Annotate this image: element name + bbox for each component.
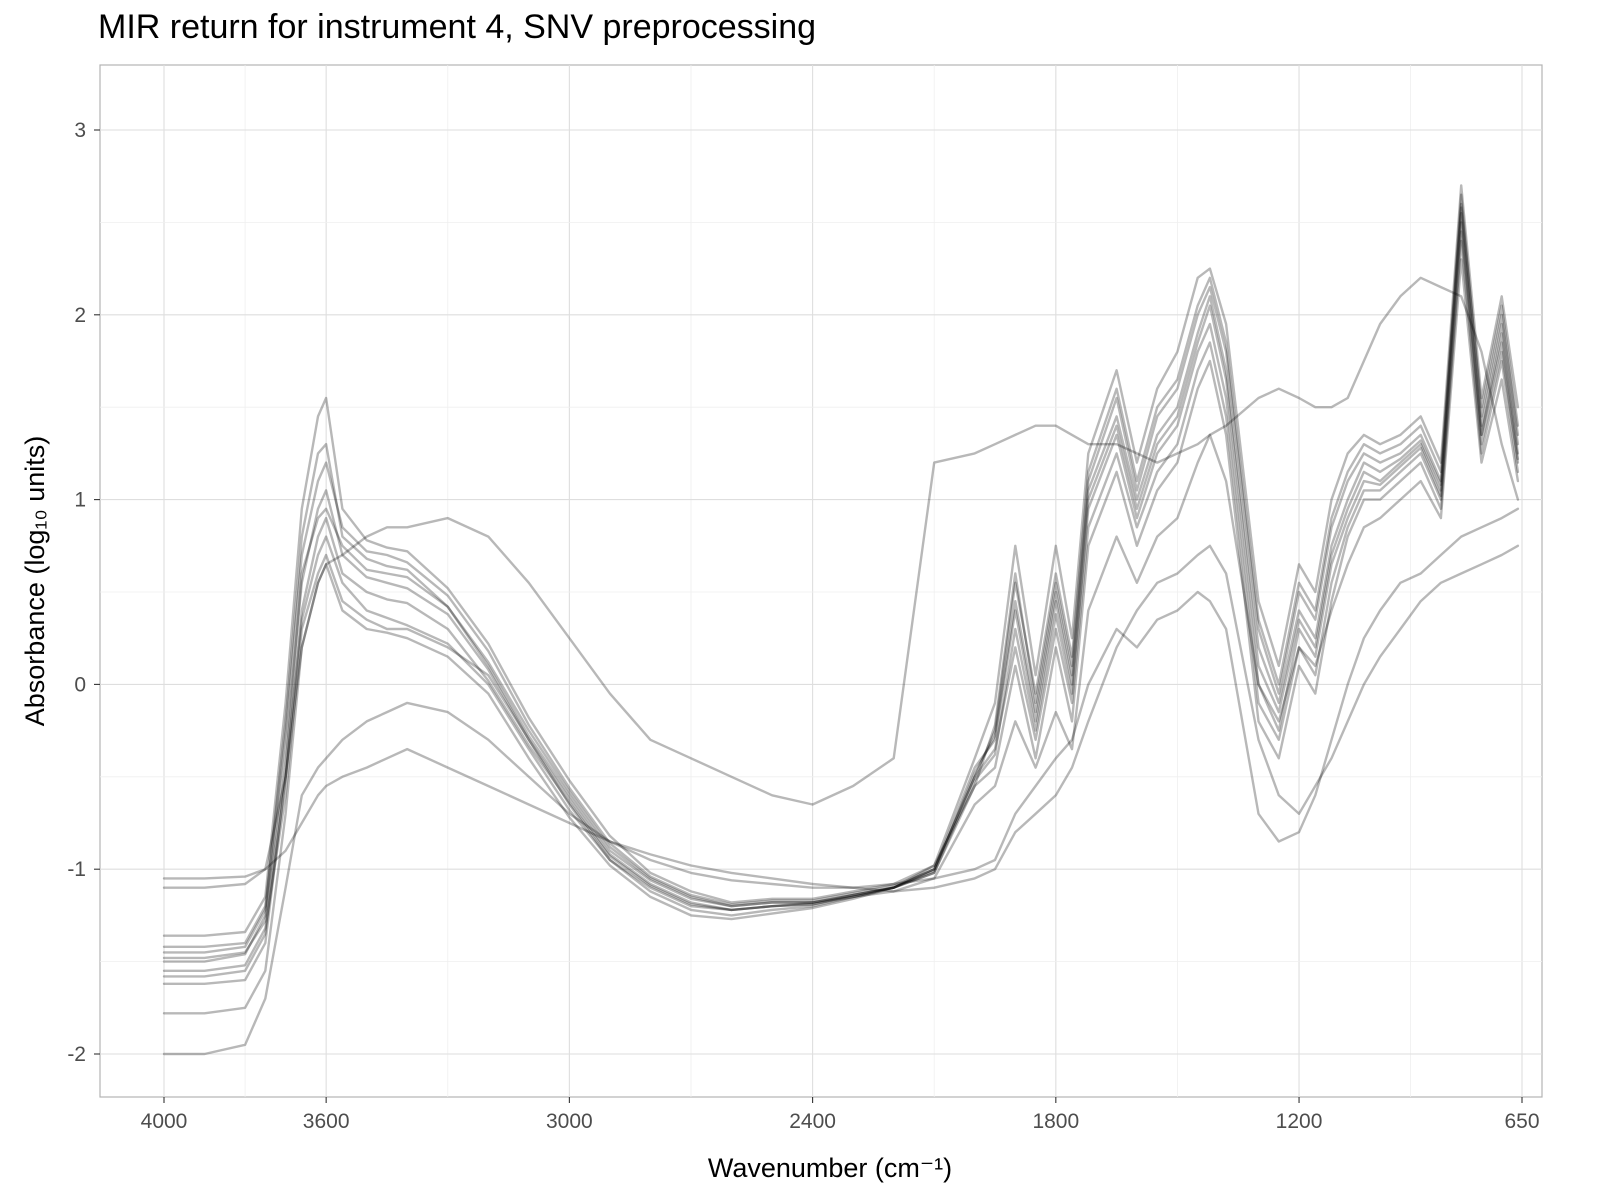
spectrum-line bbox=[162, 184, 1520, 937]
spectrum-line bbox=[162, 507, 1520, 1056]
x-tick-label: 3000 bbox=[546, 1110, 593, 1133]
spectrum-line bbox=[162, 206, 1520, 960]
spectrum-line bbox=[162, 239, 1520, 1015]
x-tick-label: 2400 bbox=[789, 1110, 836, 1133]
y-tick-label: 3 bbox=[74, 119, 86, 142]
x-axis-title: Wavenumber (cm⁻¹) bbox=[708, 1153, 952, 1183]
x-tick-label: 3600 bbox=[303, 1110, 350, 1133]
x-tick-label: 1800 bbox=[1032, 1110, 1079, 1133]
spectra-lines bbox=[162, 184, 1520, 1056]
spectrum-line bbox=[162, 230, 1520, 978]
axis-ticks: 4000 3600 3000 2400 1800 1200 650 -2 -1 0 1 2 3 bbox=[67, 119, 1539, 1133]
y-tick-label: -2 bbox=[67, 1043, 86, 1066]
y-tick-label: 1 bbox=[74, 489, 86, 512]
spectrum-line bbox=[162, 221, 1520, 985]
y-axis-title: Absorbance (log₁₀ units) bbox=[20, 436, 50, 726]
x-tick-label: 650 bbox=[1504, 1110, 1539, 1133]
x-tick-label: 4000 bbox=[141, 1110, 188, 1133]
spectrum-line bbox=[162, 211, 1520, 963]
spectrum-line bbox=[162, 258, 1520, 972]
x-tick-label: 1200 bbox=[1276, 1110, 1323, 1133]
y-tick-label: 2 bbox=[74, 304, 86, 327]
chart-title: MIR return for instrument 4, SNV preproc… bbox=[98, 8, 817, 46]
y-tick-label: -1 bbox=[67, 858, 86, 881]
plot-panel bbox=[99, 64, 1543, 1098]
spectrum-line bbox=[162, 544, 1520, 893]
y-tick-label: 0 bbox=[74, 673, 86, 696]
grid-lines bbox=[100, 65, 1542, 1097]
spectrum-line bbox=[162, 276, 1520, 889]
spectrum-line bbox=[162, 193, 1520, 948]
spectrum-line bbox=[162, 202, 1520, 954]
